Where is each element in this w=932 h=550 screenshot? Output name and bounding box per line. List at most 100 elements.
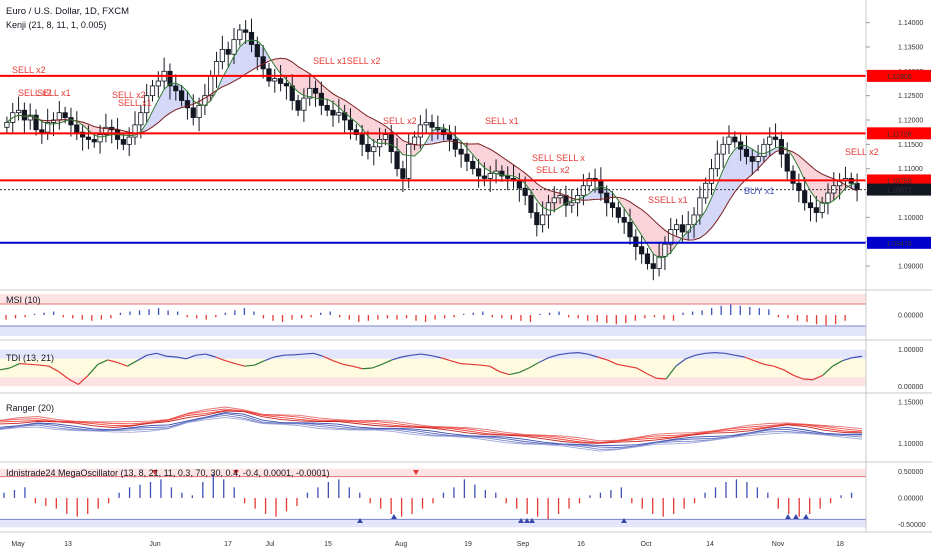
candle[interactable] — [441, 129, 447, 136]
candle[interactable] — [406, 143, 412, 179]
candle[interactable] — [732, 136, 738, 143]
candle[interactable] — [312, 87, 319, 94]
candle[interactable] — [85, 136, 92, 140]
candle[interactable] — [464, 153, 470, 162]
candle[interactable] — [359, 134, 365, 145]
candle[interactable] — [714, 153, 720, 170]
candle[interactable] — [662, 243, 668, 257]
candle[interactable] — [423, 122, 429, 126]
candle[interactable] — [27, 114, 33, 121]
candle[interactable] — [551, 197, 557, 204]
candle[interactable] — [155, 80, 161, 87]
candle[interactable] — [45, 122, 51, 133]
candle[interactable] — [301, 97, 307, 111]
candle[interactable] — [277, 78, 284, 84]
candle[interactable] — [382, 134, 389, 140]
candle[interactable] — [755, 156, 761, 162]
candle[interactable] — [56, 112, 62, 121]
candle[interactable] — [796, 182, 802, 192]
candle[interactable] — [132, 124, 138, 138]
candle[interactable] — [144, 95, 150, 114]
candle[interactable] — [254, 44, 260, 58]
candle[interactable] — [149, 85, 156, 97]
candle[interactable] — [819, 202, 825, 213]
candle[interactable] — [74, 124, 80, 133]
candle[interactable] — [499, 170, 505, 177]
candle[interactable] — [446, 134, 453, 140]
candle[interactable] — [243, 29, 249, 33]
candle[interactable] — [120, 139, 126, 145]
candle[interactable] — [62, 112, 68, 118]
candle[interactable] — [726, 136, 732, 145]
candle[interactable] — [411, 136, 418, 145]
candle[interactable] — [487, 173, 493, 179]
candle[interactable] — [138, 112, 144, 126]
candle[interactable] — [173, 85, 179, 92]
candle[interactable] — [609, 202, 616, 209]
candle[interactable] — [103, 126, 109, 136]
candle[interactable] — [528, 195, 534, 213]
candle[interactable] — [505, 175, 511, 179]
candle[interactable] — [807, 202, 814, 209]
candle[interactable] — [347, 119, 354, 131]
candle[interactable] — [656, 255, 662, 269]
candle[interactable] — [470, 160, 476, 170]
candle[interactable] — [621, 216, 627, 223]
candle[interactable] — [21, 109, 27, 121]
candle[interactable] — [15, 109, 22, 114]
tdi-pane[interactable] — [0, 349, 866, 387]
candle[interactable] — [580, 185, 587, 196]
candle[interactable] — [371, 146, 377, 153]
candle[interactable] — [452, 139, 458, 150]
candle[interactable] — [586, 178, 592, 187]
candle[interactable] — [231, 39, 237, 55]
candle[interactable] — [237, 29, 243, 41]
candle[interactable] — [522, 187, 528, 196]
candle[interactable] — [813, 207, 819, 213]
candle[interactable] — [91, 139, 97, 143]
candle[interactable] — [394, 151, 400, 170]
candle[interactable] — [295, 100, 301, 111]
candle[interactable] — [4, 122, 10, 128]
candle[interactable] — [639, 246, 645, 255]
candle[interactable] — [126, 136, 132, 145]
candle[interactable] — [248, 31, 255, 45]
megaoscillator-pane[interactable] — [0, 468, 866, 528]
ranger-pane[interactable] — [0, 406, 863, 452]
candle[interactable] — [307, 87, 313, 99]
candle[interactable] — [772, 136, 779, 140]
candle[interactable] — [761, 143, 767, 157]
candle[interactable] — [458, 148, 464, 155]
candle[interactable] — [481, 175, 488, 179]
candle[interactable] — [272, 78, 278, 82]
candle[interactable] — [557, 195, 563, 199]
candle[interactable] — [225, 48, 231, 55]
candle[interactable] — [627, 221, 633, 238]
candle[interactable] — [644, 253, 651, 265]
candle[interactable] — [720, 143, 726, 155]
candle[interactable] — [179, 90, 185, 101]
candle[interactable] — [283, 83, 290, 87]
candle[interactable] — [790, 170, 796, 184]
candle[interactable] — [679, 224, 685, 233]
candle[interactable] — [743, 148, 750, 157]
candle[interactable] — [673, 224, 680, 230]
candle[interactable] — [184, 100, 191, 109]
candle[interactable] — [708, 168, 715, 184]
candle[interactable] — [534, 212, 540, 226]
candle[interactable] — [540, 214, 546, 226]
candle[interactable] — [650, 263, 656, 269]
candle[interactable] — [703, 182, 709, 199]
candle[interactable] — [802, 190, 808, 204]
candle[interactable] — [417, 124, 423, 138]
msi-pane[interactable] — [0, 294, 866, 336]
candle[interactable] — [324, 104, 330, 111]
candle[interactable] — [784, 153, 790, 172]
candle[interactable] — [80, 131, 86, 138]
candle[interactable] — [668, 229, 674, 245]
candle[interactable] — [219, 48, 225, 62]
candle[interactable] — [633, 236, 639, 248]
candle[interactable] — [190, 107, 196, 118]
